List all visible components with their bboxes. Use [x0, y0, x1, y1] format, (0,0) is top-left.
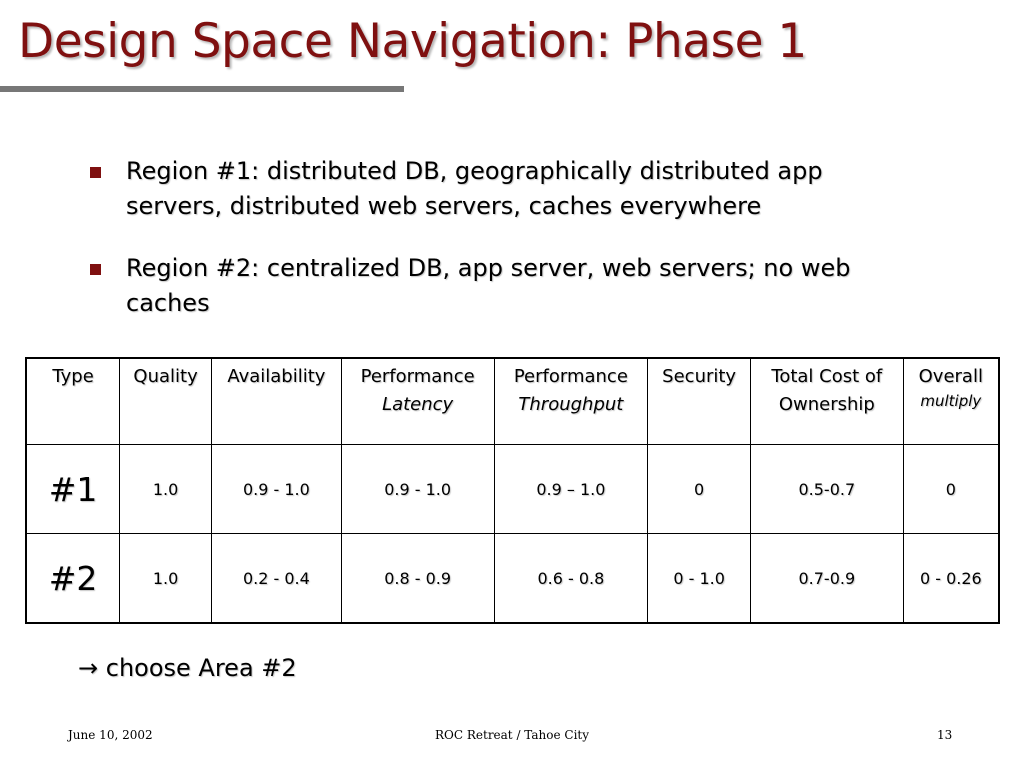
- table-cell: 0: [902, 444, 1000, 534]
- bullet-item: Region #1: distributed DB, geographicall…: [88, 154, 918, 224]
- table-cell: 1.0: [119, 444, 212, 534]
- table-cell: 0.2 - 0.4: [211, 533, 342, 624]
- comparison-table: Type Quality Availability Performance La…: [25, 357, 1000, 624]
- header-label: Performance: [513, 366, 628, 387]
- footer-date: June 10, 2002: [68, 728, 153, 742]
- table-cell: 0 - 0.26: [902, 533, 1000, 624]
- bullet-text: Region #2: centralized DB, app server, w…: [126, 254, 851, 317]
- table-cell: 1.0: [119, 533, 212, 624]
- table-cell: 0: [647, 444, 752, 534]
- header-sublabel: Latency: [382, 394, 454, 415]
- table-cell: 0.7-0.9: [750, 533, 904, 624]
- table-row: #2 1.0 0.2 - 0.4 0.8 - 0.9 0.6 - 0.8 0 -…: [25, 533, 1000, 624]
- header-total-cost: Total Cost of Ownership: [750, 357, 904, 445]
- header-label: Type: [52, 366, 94, 387]
- table-cell: 0.9 – 1.0: [493, 444, 649, 534]
- header-label: Quality: [133, 366, 198, 387]
- square-bullet-icon: [90, 167, 101, 178]
- slide-title: Design Space Navigation: Phase 1: [18, 14, 807, 69]
- table-header-row: Type Quality Availability Performance La…: [25, 357, 1000, 445]
- table-cell: 0.9 - 1.0: [340, 444, 495, 534]
- header-security: Security: [647, 357, 752, 445]
- bullet-item: Region #2: centralized DB, app server, w…: [88, 251, 918, 321]
- header-sublabel: Throughput: [518, 394, 624, 415]
- header-type: Type: [25, 357, 121, 445]
- page-number: 13: [937, 728, 953, 742]
- table-row: #1 1.0 0.9 - 1.0 0.9 - 1.0 0.9 – 1.0 0 0…: [25, 444, 1000, 534]
- table-cell: 0.9 - 1.0: [211, 444, 342, 534]
- table-cell: 0.5-0.7: [750, 444, 904, 534]
- conclusion-text: choose Area #2: [105, 654, 297, 682]
- table-cell: 0.8 - 0.9: [340, 533, 495, 624]
- table-cell: 0 - 1.0: [647, 533, 752, 624]
- header-label: Overall: [918, 366, 983, 387]
- header-quality: Quality: [119, 357, 212, 445]
- header-label: Performance: [360, 366, 475, 387]
- header-label: Total Cost of Ownership: [771, 366, 883, 415]
- header-sublabel: multiply: [920, 392, 982, 410]
- table-cell-type: #2: [25, 533, 121, 624]
- header-overall: Overall multiply: [902, 357, 1000, 445]
- table-cell-type: #1: [25, 444, 121, 534]
- header-performance-latency: Performance Latency: [340, 357, 495, 445]
- square-bullet-icon: [90, 264, 101, 275]
- bullet-list: Region #1: distributed DB, geographicall…: [88, 154, 918, 348]
- bullet-text: Region #1: distributed DB, geographicall…: [126, 157, 823, 220]
- header-performance-throughput: Performance Throughput: [493, 357, 649, 445]
- header-availability: Availability: [211, 357, 342, 445]
- header-label: Security: [662, 366, 737, 387]
- conclusion-line: → choose Area #2: [78, 654, 297, 682]
- right-arrow-icon: →: [78, 654, 99, 682]
- header-label: Availability: [227, 366, 326, 387]
- footer-event: ROC Retreat / Tahoe City: [434, 728, 590, 742]
- table-cell: 0.6 - 0.8: [493, 533, 649, 624]
- title-underline: [0, 86, 404, 92]
